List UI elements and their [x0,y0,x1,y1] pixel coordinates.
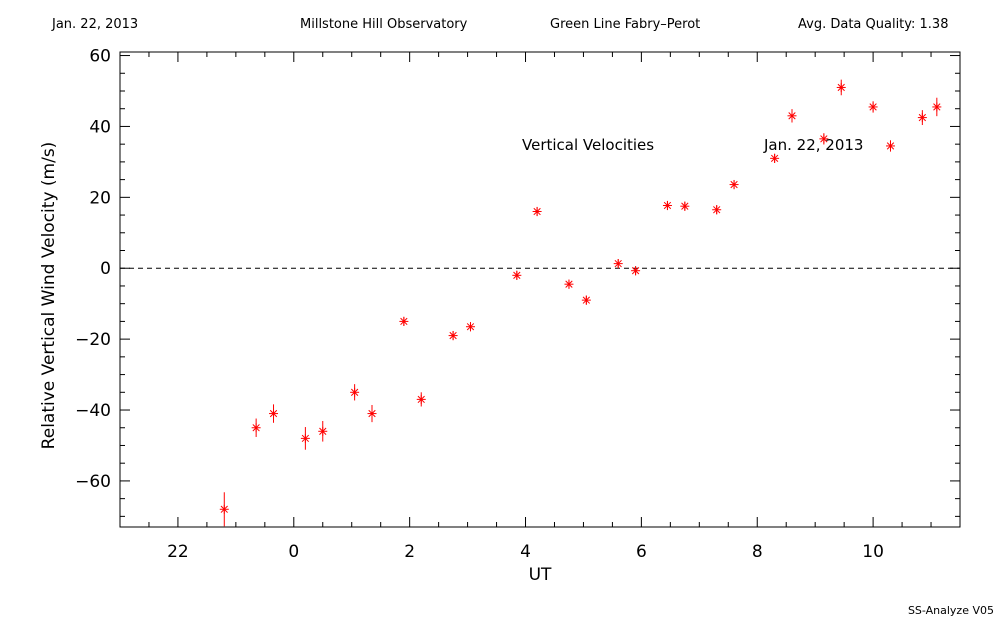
y-tick-label: 40 [89,117,111,137]
data-point [613,259,623,269]
annotation-title: Vertical Velocities [522,136,654,154]
data-point [680,201,690,211]
marker-stroke [614,259,622,268]
x-tick-label: 6 [636,542,647,562]
data-point [662,200,672,211]
marker-stroke [252,424,260,432]
plot-frame [119,51,961,528]
data-point [631,266,641,276]
data-point [868,101,878,113]
data-point [269,404,279,423]
data-point [770,153,780,163]
data-point [712,205,722,215]
y-tick-label: −40 [75,401,111,421]
data-point [251,418,261,437]
x-tick-label: 4 [520,542,531,562]
data-point [819,133,829,145]
data-point [787,109,797,123]
marker-stroke [681,202,689,210]
data-point [512,270,522,280]
header-instrument: Green Line Fabry–Perot [550,17,701,32]
data-point [300,427,310,450]
annotation-date: Jan. 22, 2013 [763,136,863,154]
data-point [416,392,426,407]
marker-stroke [220,505,228,513]
data-point [836,79,846,96]
data-point [729,179,739,190]
marker-stroke [730,180,738,189]
marker-stroke [886,142,895,150]
data-point [581,295,591,305]
marker-stroke [631,267,640,275]
marker-stroke [713,206,721,214]
marker-stroke [368,409,376,418]
axes [119,51,961,528]
marker-stroke [788,112,796,120]
data-point [318,421,328,442]
data-point [367,405,377,423]
data-point [399,316,409,327]
marker-stroke [350,388,359,396]
data-point [885,140,895,152]
marker-stroke [513,271,521,279]
marker-stroke [933,103,941,111]
marker-stroke [770,154,779,162]
marker-stroke [663,201,672,210]
marker-stroke [533,207,541,216]
data-point [448,330,458,341]
marker-stroke [319,427,327,435]
y-tick-label: 20 [89,188,111,208]
x-tick-label: 10 [862,542,884,562]
data-point [564,279,574,289]
y-axis-label: Relative Vertical Wind Velocity (m/s) [39,142,59,450]
x-axis-label: UT [529,565,552,585]
marker-stroke [565,280,573,288]
marker-stroke [269,409,278,418]
marker-stroke [820,135,828,143]
data-point [350,384,360,401]
marker-stroke [837,83,845,92]
marker-stroke [400,317,408,326]
y-tick-label: 0 [100,259,111,279]
data-point [219,492,229,527]
data-point [532,206,542,217]
marker-stroke [869,103,877,111]
header-observatory: Millstone Hill Observatory [300,17,468,32]
marker-stroke [417,395,425,404]
header-date: Jan. 22, 2013 [52,17,139,32]
marker-stroke [301,434,310,443]
x-tick-label: 8 [752,542,763,562]
marker-stroke [449,331,457,340]
marker-stroke [582,296,590,304]
chart-labels: 22 0 2 4 6 8 10 −60 −40 −20 0 20 40 60 UT Relative Vert… [39,47,884,585]
y-tick-label: −20 [75,330,111,350]
footer-version: SS-Analyze V05 [907,604,994,617]
data-point [917,110,927,126]
y-tick-label: −60 [75,472,111,492]
y-tick-label: 60 [89,47,111,67]
x-tick-label: 22 [167,542,189,562]
x-tick-label: 2 [404,542,415,562]
data-point [465,322,475,332]
data-point [932,97,942,117]
header-quality: Avg. Data Quality: 1.38 [798,17,949,32]
data-markers [219,79,942,527]
marker-stroke [466,323,475,331]
marker-stroke [918,113,926,122]
x-tick-label: 0 [288,542,299,562]
